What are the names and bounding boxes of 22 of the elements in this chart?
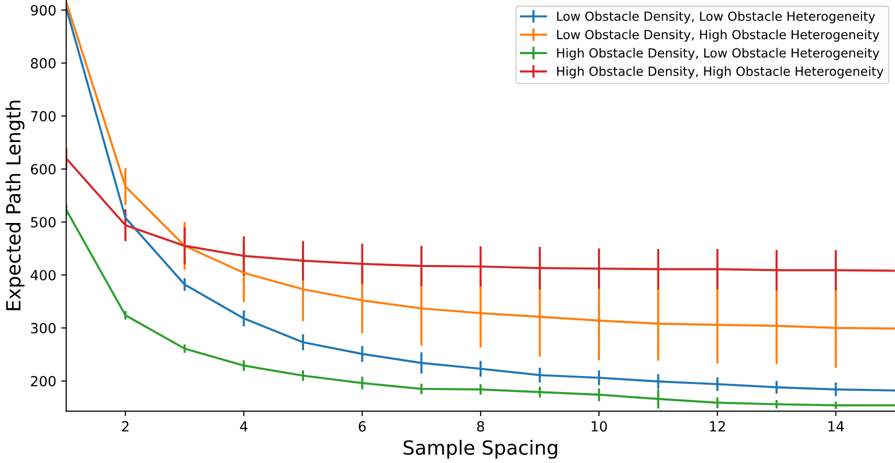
legend-label: Low Obstacle Density, High Obstacle Heterogeneity xyxy=(557,30,880,42)
x-tick-label: 4 xyxy=(240,421,248,432)
legend-label: High Obstacle Density, Low Obstacle Heterogeneity xyxy=(557,48,880,60)
y-tick-label: 500 xyxy=(31,216,56,228)
y-tick-label: 400 xyxy=(30,270,56,280)
x-tick-label: 8 xyxy=(477,421,484,432)
x-tick-label: 12 xyxy=(710,421,725,432)
legend-label: High Obstacle Density, High Obstacle Heterogeneity xyxy=(557,66,884,78)
y-tick-label: 700 xyxy=(31,111,56,122)
line-series xyxy=(66,208,895,406)
y-tick-label: 300 xyxy=(31,322,56,334)
legend-label: Low Obstacle Density, Low Obstacle Heterogeneity xyxy=(557,11,876,24)
x-tick-label: 14 xyxy=(828,421,844,432)
y-tick-label: 900 xyxy=(30,5,56,16)
x-tick-label: 2 xyxy=(122,421,128,432)
y-tick-label: 800 xyxy=(30,58,56,69)
y-tick-label: 200 xyxy=(31,376,56,386)
y-axis-title: Expected Path Length xyxy=(6,100,24,310)
x-tick-label: 10 xyxy=(592,421,607,432)
x-tick-label: 6 xyxy=(358,421,366,432)
y-tick-label: 600 xyxy=(30,164,56,174)
x-axis-title: Sample Spacing xyxy=(404,440,558,459)
